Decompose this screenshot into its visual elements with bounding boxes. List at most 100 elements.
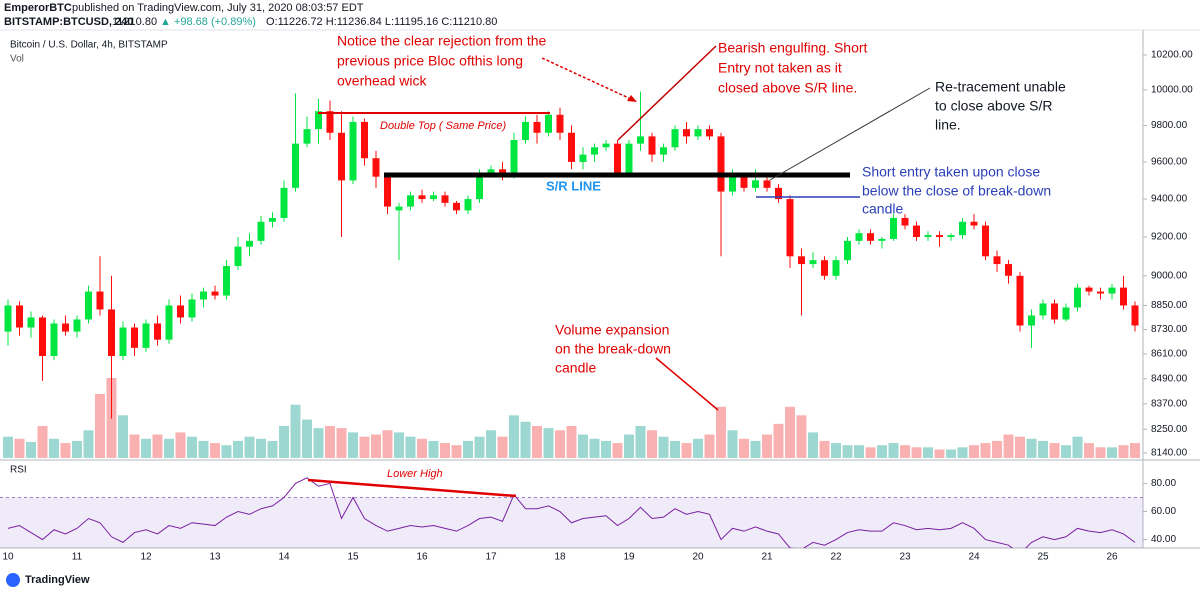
volume-bar (1095, 447, 1106, 458)
x-tick-label: 20 (692, 552, 704, 563)
volume-bar (578, 434, 588, 458)
volume-bar (1049, 443, 1060, 458)
brand-logo (6, 573, 20, 587)
volume-bar (532, 426, 542, 458)
candle-body (1120, 287, 1127, 306)
volume-bar (141, 438, 151, 458)
candle-body (867, 233, 874, 241)
x-tick-label: 14 (278, 552, 290, 563)
rsi-band (0, 497, 1143, 548)
candle-body (246, 240, 253, 247)
rsi-label: RSI (10, 465, 27, 476)
annotation: Entry not taken as it (718, 60, 842, 76)
candle-body (1062, 307, 1070, 320)
volume-bar (693, 438, 703, 458)
x-tick-label: 16 (416, 552, 428, 563)
annotation: overhead wick (337, 73, 427, 89)
candle-body (1039, 303, 1047, 316)
y-tick-label: 9400.00 (1151, 194, 1188, 205)
candle-body (1051, 303, 1058, 320)
rsi-group (7, 477, 1136, 548)
candle-body (464, 199, 472, 211)
annotation: Double Top ( Same Price) (380, 120, 506, 132)
candle-body (671, 129, 679, 148)
volume-bar (647, 430, 657, 458)
candle-body (211, 291, 219, 296)
y-tick-label: 8730.00 (1151, 324, 1188, 335)
arrow-head (627, 95, 637, 102)
volume-bar (1107, 447, 1117, 458)
volume-bar (486, 430, 496, 458)
volume-bar (359, 436, 370, 458)
candle-body (108, 309, 115, 357)
rsi-band-group (0, 496, 1143, 548)
volume-bar (635, 426, 646, 458)
x-tick-label: 26 (1106, 552, 1118, 563)
annotation: Notice the clear rejection from the (337, 33, 547, 49)
volume-bar (808, 432, 818, 458)
volume-bar (256, 438, 266, 458)
candle-body (395, 206, 403, 211)
annotation: Bearish engulfing. Short (718, 40, 868, 56)
candle-body (407, 195, 414, 207)
volume-bar (26, 442, 36, 458)
candle-body (39, 317, 46, 357)
volume-bar (463, 440, 473, 458)
volume-bar (210, 443, 220, 458)
candle-body (1108, 287, 1116, 294)
volume-bar (336, 428, 347, 458)
arrow (541, 57, 634, 101)
candle-body (533, 121, 541, 133)
plot: 10200.00 10000.00 9800.00 9600.00 9400.00 920… (0, 50, 1193, 563)
candle-body (73, 319, 81, 332)
arrow (769, 87, 931, 181)
y-tick-label: 9800.00 (1151, 120, 1188, 131)
published: published on TradingView.com, July 31, 2… (72, 2, 364, 14)
x-tick-label: 13 (209, 552, 221, 563)
volume-bar (1003, 434, 1014, 458)
candle-body (913, 225, 920, 238)
y2-tick-label: 80.00 (1151, 478, 1176, 489)
volume-bar (1061, 445, 1071, 458)
volume-bar (704, 434, 715, 458)
candle-body (62, 323, 69, 332)
y-tick-label: 9600.00 (1151, 157, 1188, 168)
volume-bar (555, 430, 565, 458)
candle-body (775, 187, 782, 200)
candle-body (798, 256, 805, 265)
candle-body (568, 132, 575, 162)
x-tick-label: 21 (761, 552, 773, 563)
candle-body (1085, 287, 1093, 292)
y-tick-label: 8490.00 (1151, 373, 1188, 384)
candle-body (809, 260, 817, 265)
candle-body (832, 260, 840, 276)
y-tick-label: 8610.00 (1151, 349, 1188, 360)
volume-bar (509, 415, 519, 458)
candle-body (936, 235, 943, 238)
candle-body (16, 305, 23, 328)
volume-bar (773, 423, 784, 458)
volume-bar (152, 434, 163, 458)
volume-bar (60, 443, 71, 458)
candle-body (177, 305, 184, 318)
volume-bar (1072, 436, 1083, 458)
candle-body (188, 299, 196, 318)
candle-body (821, 260, 828, 276)
volume-bar (658, 436, 669, 458)
x-tick-label: 18 (554, 552, 566, 563)
volume-bar (796, 415, 807, 458)
candle-body (993, 256, 1001, 265)
candle-body (844, 240, 851, 261)
y-tick-label: 9000.00 (1151, 270, 1188, 281)
candle-body (372, 158, 380, 177)
volume-bar (589, 438, 600, 458)
volume-bar (877, 445, 887, 458)
volume-bar (187, 436, 197, 458)
change: ▲ +98.68 (+0.89%) (160, 16, 256, 28)
annotation: closed above S/R line. (718, 80, 857, 96)
volume-bar (612, 443, 623, 458)
candle-body (752, 180, 759, 188)
volume-bar (520, 421, 531, 458)
volume-bar (221, 445, 232, 458)
